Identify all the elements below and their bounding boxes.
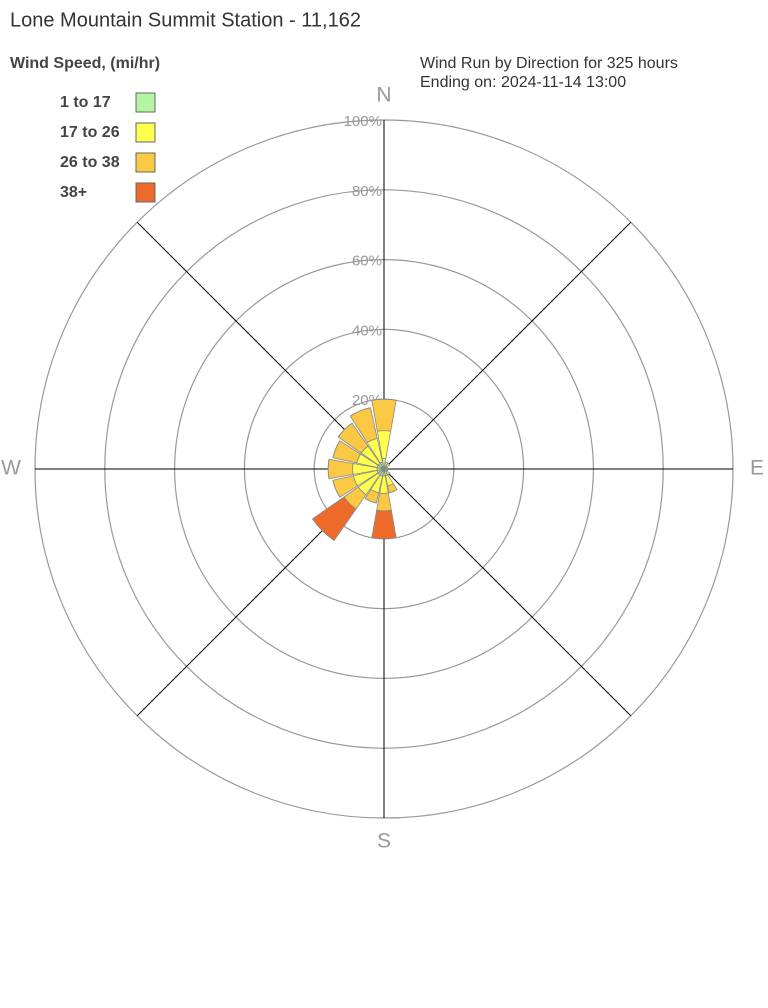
- legend-label: 1 to 17: [60, 94, 111, 111]
- legend-label: 38+: [60, 184, 87, 201]
- rose-segment: [371, 509, 397, 540]
- r-tick-label: 60%: [352, 253, 382, 270]
- legend-swatch: [135, 122, 156, 143]
- legend-label: 26 to 38: [60, 154, 120, 171]
- rose-segment: [389, 489, 398, 494]
- direction-label: N: [376, 84, 391, 107]
- legend-title: Wind Speed, (mi/hr): [10, 55, 160, 72]
- direction-label: W: [1, 457, 21, 480]
- r-tick-label: 40%: [352, 322, 382, 339]
- r-tick-label: 80%: [352, 183, 382, 200]
- direction-label: S: [377, 830, 391, 853]
- rose-segment: [365, 498, 377, 504]
- legend-label: 17 to 26: [60, 124, 120, 141]
- legend-swatch: [135, 152, 156, 173]
- direction-label: E: [750, 457, 764, 480]
- rose-segment: [387, 462, 391, 466]
- legend-swatch: [135, 92, 156, 113]
- rose-segment: [337, 422, 353, 438]
- rose-segment: [376, 492, 392, 512]
- chart-title: Lone Mountain Summit Station - 11,162: [10, 9, 361, 31]
- r-tick-label: 100%: [344, 113, 382, 130]
- rose-segment: [327, 458, 354, 480]
- rose-segment: [371, 398, 397, 432]
- subtitle: Wind Run by Direction for 325 hours: [420, 55, 678, 72]
- legend-swatch: [135, 182, 156, 203]
- rose-segment: [332, 440, 341, 458]
- subtitle: Ending on: 2024-11-14 13:00: [420, 74, 626, 91]
- rose-segment: [311, 496, 357, 542]
